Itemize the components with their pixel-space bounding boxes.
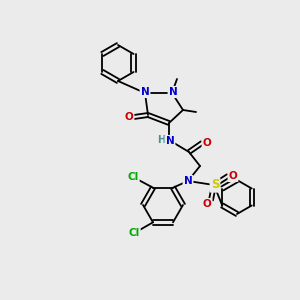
Text: O: O: [124, 112, 134, 122]
Text: Cl: Cl: [128, 228, 140, 238]
Text: O: O: [202, 138, 211, 148]
Text: Cl: Cl: [128, 172, 139, 182]
Text: O: O: [229, 171, 237, 181]
Text: N: N: [184, 176, 192, 186]
Text: O: O: [202, 199, 211, 209]
Text: H: H: [157, 135, 165, 145]
Text: S: S: [211, 178, 219, 191]
Text: N: N: [166, 136, 174, 146]
Text: N: N: [169, 87, 177, 97]
Text: N: N: [141, 87, 149, 97]
